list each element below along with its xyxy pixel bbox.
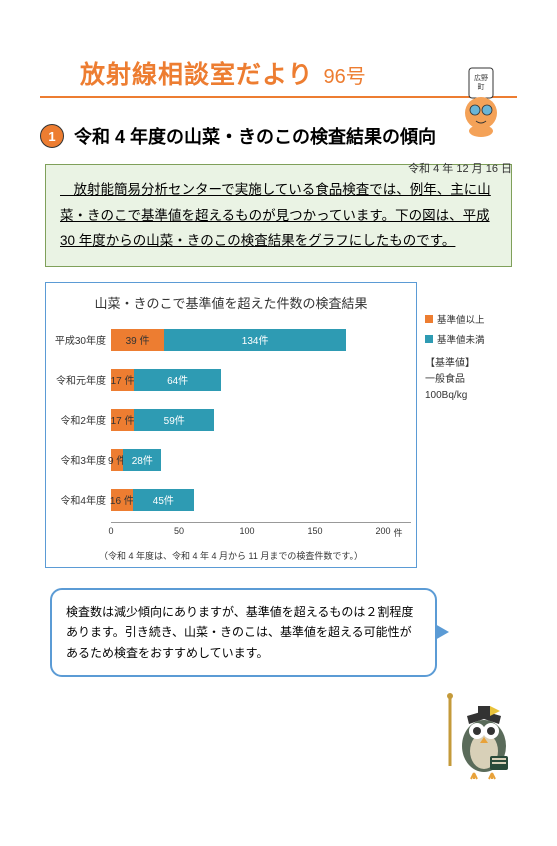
axis-tick: 150 [307, 526, 322, 536]
mascot-top: 広野 町 [452, 63, 512, 143]
bar-segment-under: 28件 [123, 449, 161, 471]
legend-item-over: 基準値以上 [425, 312, 512, 326]
bar-segment-over: 39 件 [111, 329, 164, 351]
bar-segment-under: 134件 [164, 329, 346, 351]
chart-axis: 0 50 100 150 200件 [111, 522, 411, 547]
owl-mascot [442, 691, 517, 791]
bar-category-label: 令和元年度 [51, 372, 106, 387]
svg-text:町: 町 [478, 83, 485, 91]
legend-label-under: 基準値未満 [437, 332, 485, 346]
issue-number: 96号 [324, 60, 366, 89]
bar-row: 令和2年度17 件59件 [111, 402, 406, 438]
chart-note: （令和 4 年度は、令和 4 年 4 月から 11 月までの検査件数です。） [51, 549, 411, 562]
intro-text-box: 放射能簡易分析センターで実施している食品検査では、例年、主に山菜・きのこで基準値… [45, 164, 512, 267]
title-row: 放射線相談室だより 96号 [40, 55, 517, 98]
bar-category-label: 令和4年度 [51, 492, 106, 507]
legend-label-over: 基準値以上 [437, 312, 485, 326]
bar-segment-under: 45件 [133, 489, 194, 511]
chart-legend-side: 基準値以上 基準値未満 【基準値】 一般食品 100Bq/kg [417, 282, 512, 568]
speech-bubble: 検査数は減少傾向にありますが、基準値を超えるものは２割程度あります。引き続き、山… [50, 588, 437, 677]
mascot-label: 広野 [474, 73, 488, 82]
bar-row: 令和3年度9 件28件 [111, 442, 406, 478]
section-title: 令和 4 年度の山菜・きのこの検査結果の傾向 [74, 123, 436, 149]
bar-segment-over: 9 件 [111, 449, 123, 471]
chart-bars: 平成30年度39 件134件令和元年度17 件64件令和2年度17 件59件令和… [51, 322, 411, 518]
section-heading: 1 令和 4 年度の山菜・きのこの検査結果の傾向 [40, 123, 517, 149]
bar-row: 令和元年度17 件64件 [111, 362, 406, 398]
bar-segment-under: 59件 [134, 409, 214, 431]
legend-info-title: 【基準値】 [425, 356, 512, 372]
main-title: 放射線相談室だより [80, 55, 314, 91]
bar-category-label: 令和2年度 [51, 412, 106, 427]
legend-item-under: 基準値未満 [425, 332, 512, 346]
bar-category-label: 平成30年度 [51, 332, 106, 347]
legend-info-value: 一般食品 100Bq/kg [425, 372, 512, 404]
chart-box: 山菜・きのこで基準値を超えた件数の検査結果 平成30年度39 件134件令和元年… [45, 282, 417, 568]
bar-category-label: 令和3年度 [51, 452, 106, 467]
bar-segment-under: 64件 [134, 369, 221, 391]
bar-row: 平成30年度39 件134件 [111, 322, 406, 358]
legend-standard-info: 【基準値】 一般食品 100Bq/kg [425, 356, 512, 404]
bar-segment-over: 16 件 [111, 489, 133, 511]
axis-tick: 100 [239, 526, 254, 536]
axis-tick: 200 [375, 526, 390, 536]
chart-wrapper: 山菜・きのこで基準値を超えた件数の検査結果 平成30年度39 件134件令和元年… [45, 282, 512, 568]
bar-row: 令和4年度16 件45件 [111, 482, 406, 518]
chart-title: 山菜・きのこで基準値を超えた件数の検査結果 [51, 293, 411, 312]
axis-unit: 件 [393, 526, 402, 539]
axis-tick: 0 [108, 526, 113, 536]
axis-tick: 50 [174, 526, 184, 536]
bar-segment-over: 17 件 [111, 369, 134, 391]
bar-segment-over: 17 件 [111, 409, 134, 431]
legend-swatch-orange [425, 315, 433, 323]
publish-date: 令和 4 年 12 月 16 日 [408, 160, 512, 176]
section-num-badge: 1 [40, 124, 64, 148]
legend-swatch-blue [425, 335, 433, 343]
